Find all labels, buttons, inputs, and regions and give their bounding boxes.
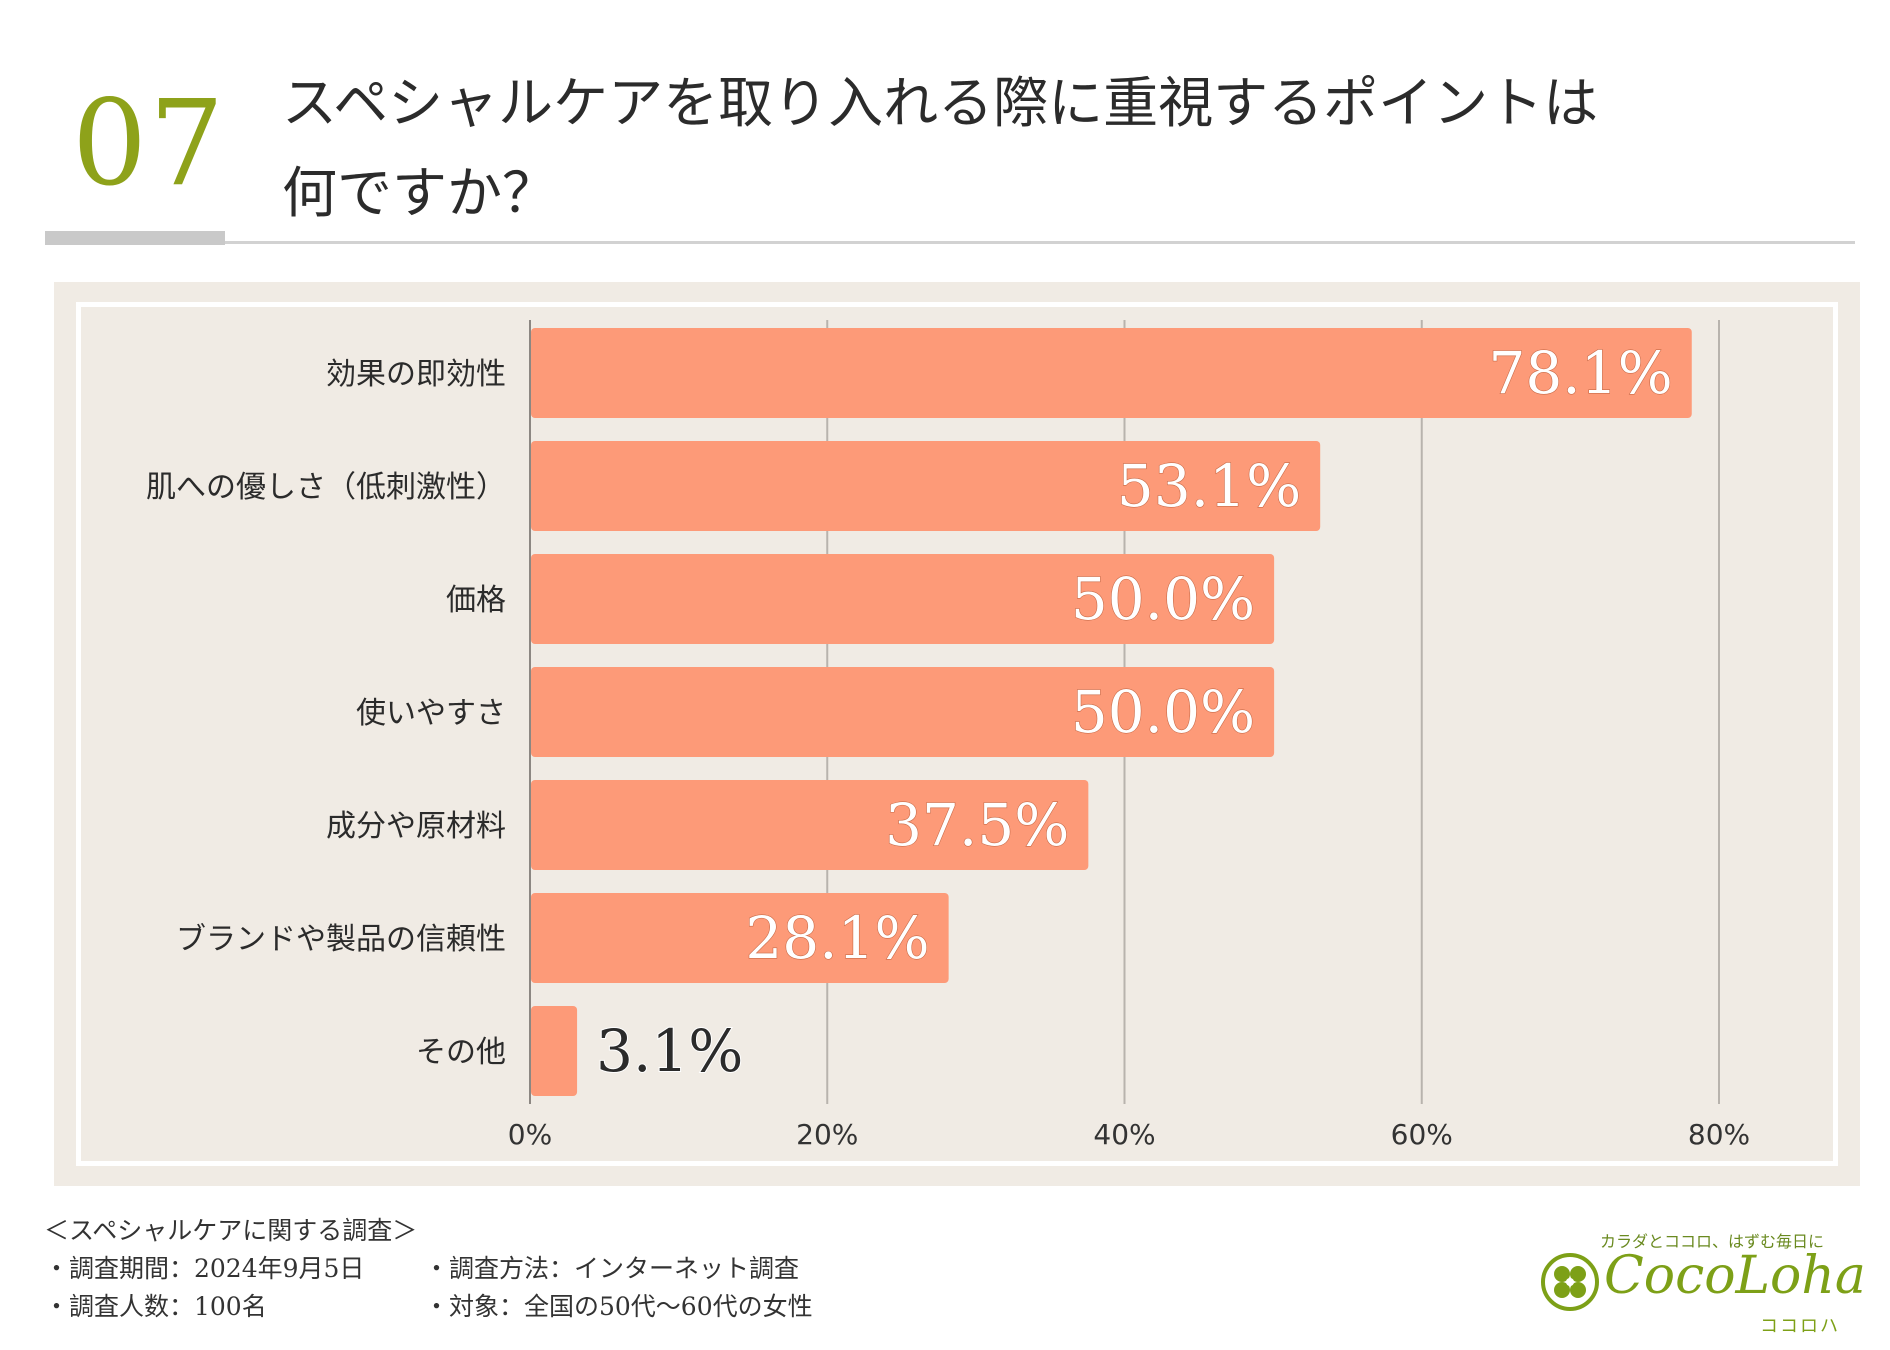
x-tick-label: 20% [796, 1118, 858, 1151]
x-tick-label: 60% [1391, 1118, 1453, 1151]
category-label: 価格 [446, 583, 506, 618]
bar [531, 554, 1275, 644]
survey-respondents: ・調査人数：100名 [44, 1292, 267, 1321]
chart-panel: 0% 20% 40% 60% 80% 効果の即効性 78.1% 肌への優しさ（低刺激性） 53.… [54, 282, 1860, 1186]
data-label: 50.0% [1071, 678, 1255, 746]
data-label: 50.0% [1071, 565, 1255, 633]
x-tick-label: 80% [1688, 1118, 1750, 1151]
clover-icon [1541, 1253, 1599, 1311]
question-number: 07 [72, 74, 227, 212]
bar [531, 328, 1692, 418]
data-label: 78.1% [1488, 339, 1672, 407]
category-label: 効果の即効性 [326, 357, 506, 392]
survey-period: ・調査期間：2024年9月5日 [44, 1254, 365, 1283]
category-label: 肌への優しさ（低刺激性） [146, 470, 506, 505]
data-label: 3.1% [596, 1017, 743, 1085]
data-label: 37.5% [885, 791, 1069, 859]
category-label: 使いやすさ [356, 696, 506, 731]
category-label: ブランドや製品の信頼性 [176, 922, 506, 957]
data-label: 28.1% [745, 904, 929, 972]
bar [531, 667, 1275, 757]
question-title-line-1: スペシャルケアを取り入れる際に重視するポイントは [282, 71, 1599, 135]
category-label: 成分や原材料 [326, 809, 506, 844]
survey-method: ・調査方法：インターネット調査 [424, 1254, 800, 1283]
brand-logo: カラダとココロ、はずむ毎日に CocoLoha ココロハ [1540, 1228, 1866, 1338]
logo-name: CocoLoha [1604, 1246, 1866, 1306]
survey-title: ＜スペシャルケアに関する調査＞ [44, 1216, 418, 1245]
bar-chart: 0% 20% 40% 60% 80% 効果の即効性 78.1% 肌への優しさ（低刺激性） 53.… [146, 320, 1750, 1151]
category-label: その他 [416, 1035, 506, 1070]
bar [531, 780, 1089, 870]
question-title: スペシャルケアを取り入れる際に重視するポイントは 何ですか？ [282, 58, 1782, 238]
bar [531, 441, 1321, 531]
logo-kana: ココロハ [1760, 1316, 1840, 1337]
question-title-line-2: 何ですか？ [282, 161, 558, 225]
survey-target: ・対象：全国の50代〜60代の女性 [424, 1292, 813, 1321]
logo-tagline: カラダとココロ、はずむ毎日に [1600, 1232, 1825, 1251]
x-tick-label: 40% [1093, 1118, 1155, 1151]
data-label: 53.1% [1117, 452, 1301, 520]
bar [531, 1006, 578, 1096]
bar [531, 893, 949, 983]
chart-inner-border [76, 302, 1838, 1166]
header-divider-accent [45, 231, 225, 245]
x-tick-label: 0% [508, 1118, 552, 1151]
header-divider [45, 241, 1855, 244]
